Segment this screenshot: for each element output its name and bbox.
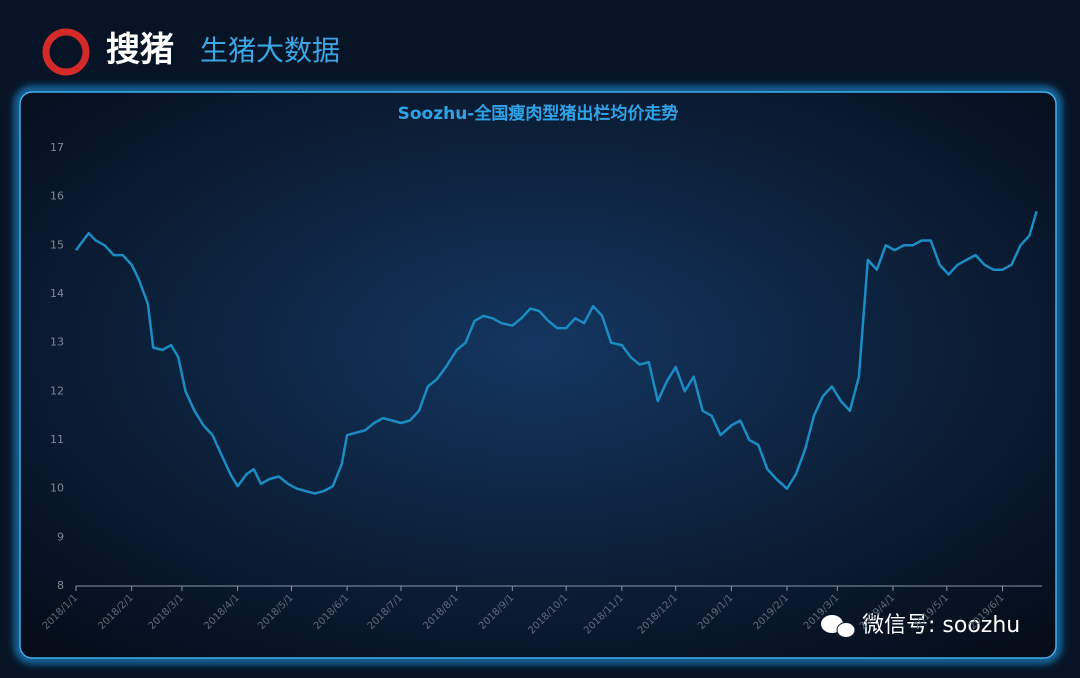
chart-title: Soozhu-全国瘦肉型猪出栏均价走势 [398, 103, 679, 124]
y-tick-label: 10 [50, 482, 64, 495]
y-tick-label: 8 [57, 579, 64, 592]
panel-glow [15, 87, 1061, 663]
logo-mark [42, 28, 90, 76]
y-tick-label: 12 [50, 384, 64, 397]
watermark-group: 微信号: soozhu [821, 613, 1020, 638]
header-subtitle: 生猪大数据 [200, 34, 340, 67]
watermark: 微信号: soozhu [862, 613, 1020, 638]
wechat-icon [836, 622, 856, 638]
y-tick-label: 9 [57, 530, 64, 543]
price-line [74, 210, 1038, 495]
y-tick-label: 17 [50, 141, 64, 154]
y-tick-label: 16 [50, 190, 64, 203]
y-tick-label: 13 [50, 336, 64, 349]
y-tick-label: 14 [50, 287, 64, 300]
logo-text: 搜猪 [106, 30, 174, 70]
y-tick-label: 11 [50, 433, 64, 446]
y-tick-label: 15 [50, 238, 64, 251]
panel [19, 91, 1057, 659]
